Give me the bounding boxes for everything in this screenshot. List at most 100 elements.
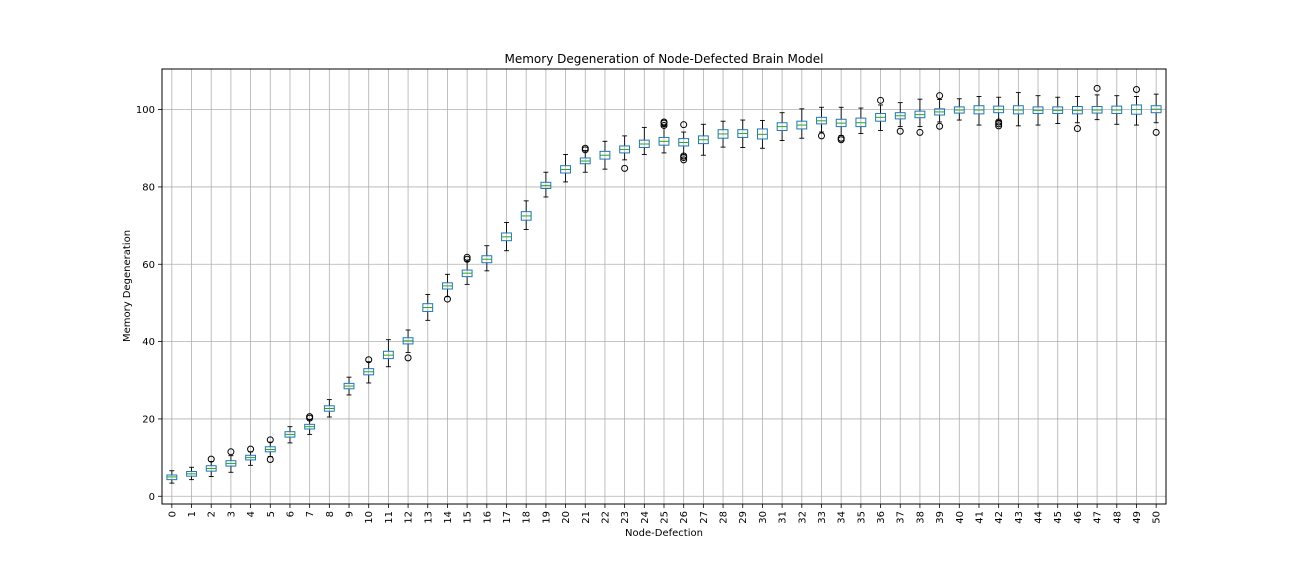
- box-11: [382, 339, 394, 368]
- x-tick-label: 33: [817, 511, 828, 524]
- outlier-point: [1093, 84, 1101, 92]
- x-tick-label: 28: [719, 511, 730, 524]
- x-tick-label: 4: [246, 511, 257, 517]
- x-tick-label: 44: [1034, 511, 1045, 524]
- y-tick-label: 80: [142, 182, 155, 193]
- box-41: [973, 96, 985, 126]
- x-tick-label: 25: [660, 511, 671, 524]
- box-35: [855, 107, 867, 135]
- x-tick-label: 20: [561, 511, 572, 524]
- box-38: [914, 98, 926, 136]
- outlier-point: [463, 253, 471, 261]
- box-46: [1071, 96, 1083, 133]
- x-tick-label: 50: [1152, 511, 1163, 524]
- x-tick-label: 14: [443, 511, 454, 524]
- x-tick-label: 31: [778, 511, 789, 524]
- box-27: [697, 123, 709, 156]
- outlier-point: [1132, 85, 1140, 93]
- box-18: [520, 200, 532, 230]
- x-tick-label: 0: [167, 511, 178, 517]
- box-49: [1131, 85, 1142, 126]
- box-21: [579, 144, 591, 173]
- outlier-point: [680, 152, 688, 160]
- outlier-point: [463, 255, 471, 263]
- y-tick-label: 20: [142, 414, 155, 425]
- box-4: [245, 445, 257, 466]
- box-37: [894, 102, 906, 135]
- box-10: [363, 356, 375, 384]
- outlier-point: [817, 132, 825, 140]
- y-tick-label: 60: [142, 260, 155, 271]
- outlier-point: [837, 134, 845, 142]
- outlier-point: [995, 118, 1003, 126]
- outlier-point: [896, 127, 904, 135]
- x-tick-label: 35: [856, 511, 867, 524]
- x-tick-label: 6: [285, 511, 296, 517]
- x-tick-label: 16: [482, 511, 493, 524]
- box-1: [186, 466, 197, 481]
- x-tick-label: 49: [1132, 511, 1143, 524]
- box-26: [678, 121, 690, 164]
- outlier-point: [680, 156, 688, 164]
- x-tick-label: 48: [1112, 511, 1123, 524]
- box-29: [737, 119, 749, 148]
- box-45: [1052, 96, 1064, 124]
- outlier-point: [680, 121, 688, 129]
- box-48: [1111, 95, 1123, 125]
- box-24: [638, 126, 650, 155]
- outlier-point: [306, 413, 314, 421]
- box-34: [835, 106, 847, 144]
- y-tick-label: 0: [149, 492, 155, 503]
- y-tick-label: 100: [136, 105, 155, 116]
- box-33: [816, 106, 827, 140]
- box-40: [953, 98, 965, 121]
- box-19: [540, 171, 552, 198]
- outlier-point: [877, 96, 885, 104]
- box-39: [934, 92, 946, 130]
- x-tick-label: 11: [384, 511, 395, 524]
- x-tick-label: 47: [1093, 511, 1104, 524]
- x-tick-label: 30: [758, 511, 769, 524]
- outlier-point: [1152, 128, 1160, 136]
- x-tick-label: 19: [541, 511, 552, 524]
- x-tick-label: 8: [325, 511, 336, 517]
- y-axis-label: Memory Degeneration: [122, 230, 133, 342]
- x-tick-label: 26: [679, 511, 690, 524]
- box-50: [1150, 93, 1162, 136]
- x-tick-label: 38: [915, 511, 926, 524]
- box-6: [284, 426, 296, 444]
- box-47: [1091, 84, 1103, 121]
- x-tick-label: 29: [738, 511, 749, 524]
- outlier-point: [207, 455, 215, 463]
- x-tick-label: 37: [896, 511, 907, 524]
- box-28: [717, 120, 729, 148]
- x-tick-label: 39: [935, 511, 946, 524]
- outlier-point: [621, 164, 629, 172]
- outlier-point: [227, 448, 235, 456]
- box-12: [402, 329, 414, 362]
- x-axis-label: Node-Defection: [625, 528, 703, 539]
- box-0: [166, 470, 178, 484]
- box-13: [422, 293, 434, 321]
- x-tick-label: 15: [463, 511, 474, 524]
- x-tick-label: 46: [1073, 511, 1084, 524]
- outlier-point: [995, 120, 1003, 128]
- x-tick-label: 27: [699, 511, 710, 524]
- box-7: [304, 413, 316, 435]
- x-tick-label: 42: [994, 511, 1005, 524]
- x-tick-label: 3: [226, 511, 237, 517]
- x-tick-label: 41: [974, 511, 985, 524]
- outlier-point: [660, 118, 668, 126]
- x-tick-label: 23: [620, 511, 631, 524]
- outlier-point: [1073, 125, 1081, 133]
- x-tick-label: 10: [364, 511, 375, 524]
- x-tick-label: 22: [600, 511, 611, 524]
- box-32: [796, 108, 808, 139]
- x-tick-label: 18: [522, 511, 533, 524]
- x-tick-label: 17: [502, 511, 513, 524]
- box-44: [1032, 95, 1044, 126]
- outlier-point: [247, 445, 255, 453]
